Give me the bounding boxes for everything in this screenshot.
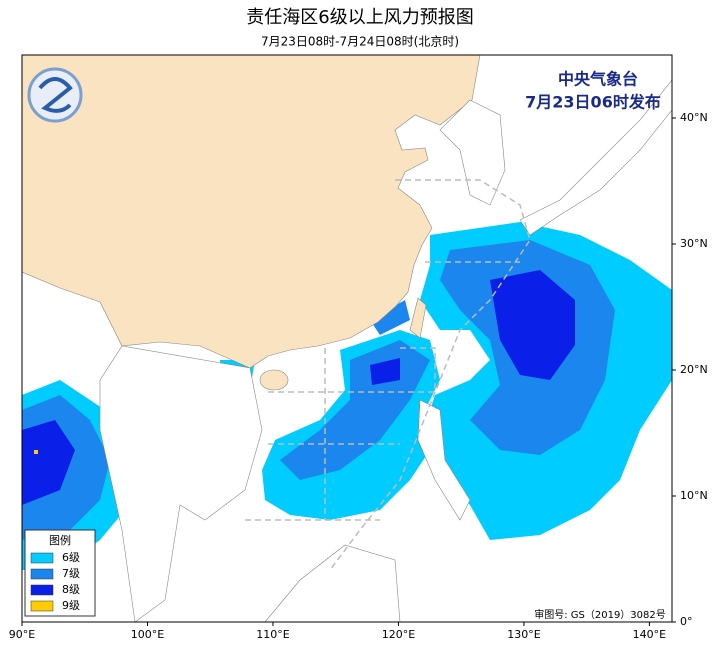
lon-tick-label: 140°E bbox=[633, 628, 666, 641]
zone-lines bbox=[245, 179, 531, 571]
map-frame bbox=[21, 54, 673, 623]
wind-areas bbox=[22, 222, 672, 570]
wind-area bbox=[34, 450, 38, 454]
legend-label: 6级 bbox=[62, 551, 80, 564]
subtitle: 7月23日08时-7月24日08时(北京时) bbox=[261, 35, 459, 49]
lat-tick-label: 10°N bbox=[680, 489, 708, 502]
legend: 图例 6级 7级 8级 9级 bbox=[24, 529, 96, 617]
wind-area bbox=[22, 420, 75, 505]
issue-time: 7月23日06时发布 bbox=[525, 93, 661, 112]
legend-swatch bbox=[30, 552, 54, 564]
lon-tick-label: 120°E bbox=[382, 628, 415, 641]
legend-label: 7级 bbox=[62, 567, 80, 580]
philippines bbox=[417, 399, 471, 521]
lat-tick-label: 30°N bbox=[680, 237, 708, 250]
legend-swatch bbox=[30, 584, 54, 596]
lon-tick-label: 100°E bbox=[131, 628, 164, 641]
indochina bbox=[99, 345, 263, 622]
lat-tick-label: 0° bbox=[680, 615, 693, 628]
lon-tick-label: 90°E bbox=[9, 628, 35, 641]
wind-area bbox=[370, 358, 400, 385]
lon-tick-label: 130°E bbox=[507, 628, 540, 641]
approval-number: 审图号: GS（2019）3082号 bbox=[534, 608, 666, 621]
title: 责任海区6级以上风力预报图 bbox=[246, 7, 473, 28]
legend-label: 9级 bbox=[62, 599, 80, 612]
hainan bbox=[259, 369, 289, 391]
wind-area bbox=[490, 270, 575, 380]
legend-title: 图例 bbox=[49, 533, 71, 547]
china-land bbox=[22, 55, 481, 369]
legend-label: 8级 bbox=[62, 583, 80, 596]
lat-tick-label: 40°N bbox=[680, 111, 708, 124]
korea bbox=[439, 99, 506, 206]
lat-tick-label: 20°N bbox=[680, 363, 708, 376]
issuer-name: 中央气象台 bbox=[558, 70, 638, 89]
borneo bbox=[264, 544, 401, 622]
legend-swatch bbox=[30, 568, 54, 580]
legend-swatch bbox=[30, 600, 54, 612]
lon-tick-label: 110°E bbox=[256, 628, 289, 641]
taiwan bbox=[409, 297, 427, 339]
map bbox=[22, 55, 672, 622]
japan bbox=[519, 79, 672, 236]
logo bbox=[27, 67, 83, 123]
wind-area bbox=[370, 300, 410, 335]
